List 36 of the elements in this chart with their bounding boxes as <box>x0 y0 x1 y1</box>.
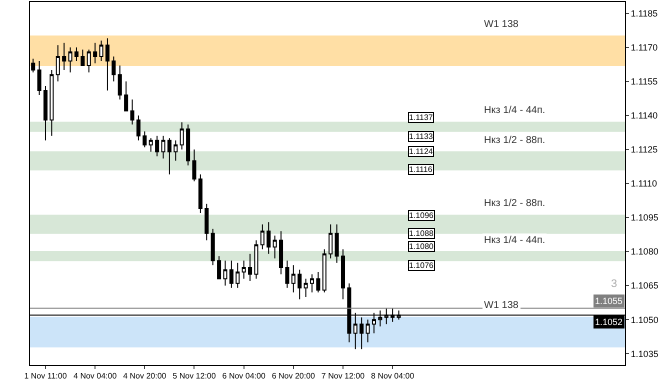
x-tick-label: 7 Nov 12:00 <box>321 372 366 381</box>
annotation: 1.1133 <box>409 132 434 141</box>
y-tick-label: 1.1035 <box>630 348 658 359</box>
band-label: W1 138 <box>484 300 519 311</box>
y-tick-label: 1.1050 <box>630 314 658 325</box>
y-tick-label: 1.1065 <box>630 280 658 291</box>
annotation: 1.1096 <box>409 211 434 220</box>
annotation: 1.1080 <box>409 242 434 251</box>
x-tick-label: 6 Nov 04:00 <box>222 372 266 381</box>
band-label: Нкз 1/2 - 88п. <box>484 135 546 146</box>
annotation: 1.1088 <box>409 229 434 238</box>
x-tick-label: 6 Nov 20:00 <box>272 372 316 381</box>
x-tick-label: 8 Nov 04:00 <box>371 372 415 381</box>
annotation: 1.1137 <box>409 113 434 122</box>
y-tick-label: 1.1155 <box>630 76 658 87</box>
band-label: Нкз 1/4 - 44п. <box>484 105 546 116</box>
y-tick-label: 1.1095 <box>630 212 658 223</box>
y-tick-label: 1.1140 <box>630 110 658 121</box>
x-tick-label: 4 Nov 20:00 <box>123 372 167 381</box>
y-tick-label: 1.1110 <box>630 178 658 189</box>
band-label: Нкз 1/4 - 44п. <box>484 235 546 246</box>
ref-line-label: 1.1055 <box>595 296 623 306</box>
annotation: 3 <box>611 278 618 290</box>
y-tick-label: 1.1185 <box>630 8 658 18</box>
band-label: Нкз 1/2 - 88п. <box>484 198 546 209</box>
y-tick-label: 1.1125 <box>630 144 658 155</box>
y-tick-label: 1.1080 <box>630 246 658 257</box>
annotation: 1.1116 <box>409 165 433 174</box>
x-tick-label: 5 Nov 12:00 <box>172 372 216 381</box>
annotation: 1.1124 <box>409 147 434 156</box>
y-tick-label: 1.1170 <box>630 42 658 53</box>
ref-line-label: 1.1052 <box>595 317 623 327</box>
annotation: 1.1076 <box>409 261 434 270</box>
x-tick-label: 4 Nov 04:00 <box>74 372 118 381</box>
band-label: W1 138 <box>484 19 519 30</box>
x-tick-label: 1 Nov 11:00 <box>24 372 68 381</box>
